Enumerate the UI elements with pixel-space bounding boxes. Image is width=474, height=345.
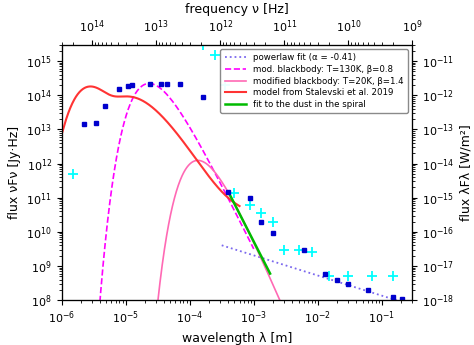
Y-axis label: flux λFλ [W/m²]: flux λFλ [W/m²]: [460, 124, 473, 221]
Y-axis label: flux νFν [Jy·Hz]: flux νFν [Jy·Hz]: [8, 126, 20, 219]
X-axis label: wavelength λ [m]: wavelength λ [m]: [182, 332, 292, 345]
Legend: powerlaw fit (α = -0.41), mod. blackbody: T=130K, β=0.8, modified blackbody: T=2: powerlaw fit (α = -0.41), mod. blackbody…: [220, 49, 408, 113]
X-axis label: frequency ν [Hz]: frequency ν [Hz]: [185, 3, 289, 16]
